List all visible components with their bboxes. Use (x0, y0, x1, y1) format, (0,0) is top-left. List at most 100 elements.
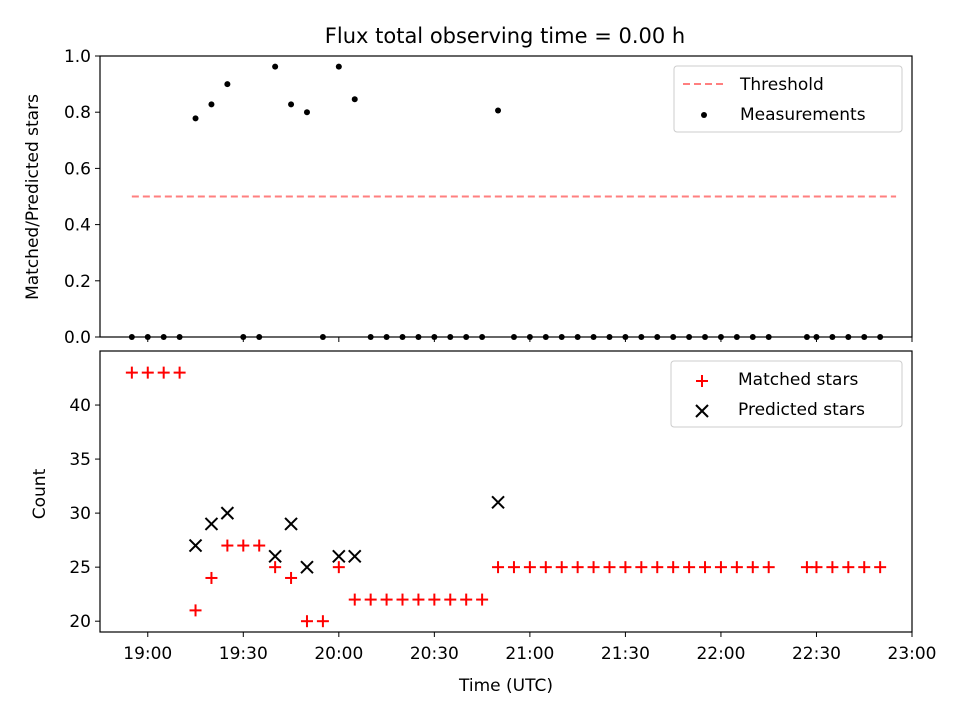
matched-star-point (364, 593, 377, 606)
bottom-y-tick-label: 40 (69, 396, 91, 416)
matched-legend-label: Matched stars (738, 370, 858, 390)
measurement-point (590, 334, 597, 340)
predicted-legend-swatch (695, 404, 709, 418)
matched-star-point (269, 561, 282, 574)
measurement-point (558, 334, 565, 340)
measurement-point (542, 334, 549, 340)
measurement-point (288, 101, 295, 108)
matched-star-point (826, 561, 839, 574)
measurement-point (670, 334, 677, 340)
x-tick-label: 21:30 (601, 644, 650, 664)
bottom-legend: Matched stars Predicted stars (670, 360, 903, 428)
bottom-legend-box (670, 360, 903, 428)
x-tick-label: 20:00 (314, 644, 363, 664)
matched-star-point (205, 571, 218, 584)
predicted-star-point (220, 506, 235, 520)
matched-star-point (253, 539, 266, 552)
measurements-legend-swatch (701, 112, 707, 118)
measurement-point (224, 81, 231, 88)
measurement-point (415, 334, 422, 340)
x-tick-label: 19:30 (219, 644, 268, 664)
top-y-tick-label: 0.2 (64, 272, 91, 292)
measurements-legend-label: Measurements (740, 105, 866, 125)
measurement-point (845, 334, 852, 340)
bottom-series (125, 366, 887, 628)
measurement-point (335, 63, 342, 70)
measurement-point (638, 334, 645, 340)
measurement-point (877, 334, 884, 340)
measurement-point (383, 334, 390, 340)
top-y-tick-label: 0.4 (64, 216, 91, 236)
matched-star-point (699, 561, 712, 574)
measurement-point (803, 334, 810, 340)
x-tick-label: 22:00 (696, 644, 745, 664)
measurement-point (495, 107, 502, 114)
top-legend-box (673, 65, 903, 133)
measurement-point (431, 334, 438, 340)
matched-star-point (141, 366, 154, 379)
bottom-panel: 20 25 30 35 40 19:00 19:30 20:00 20:30 21:00 21:3… (30, 350, 937, 696)
predicted-star-point (268, 549, 282, 564)
measurement-point (319, 334, 326, 340)
matched-star-point (444, 593, 457, 606)
measurement-point (240, 334, 247, 340)
matched-star-point (460, 593, 473, 606)
x-tick-label: 21:00 (505, 644, 554, 664)
measurement-point (717, 334, 724, 340)
matched-star-point (587, 561, 600, 574)
top-legend: Threshold Measurements (673, 65, 903, 133)
measurement-point (765, 334, 772, 340)
matched-star-point (125, 366, 138, 379)
matched-star-point (332, 561, 345, 574)
bottom-y-axis-label: Count (30, 468, 50, 519)
measurement-point (447, 334, 454, 340)
matched-star-point (714, 561, 727, 574)
matched-star-point (492, 561, 505, 574)
measurement-point (303, 109, 310, 116)
bottom-y-ticks: 20 25 30 35 40 (69, 396, 100, 632)
measurement-point (128, 334, 135, 340)
top-y-axis-label: Matched/Predicted stars (23, 94, 43, 300)
bottom-y-tick-label: 25 (69, 558, 91, 578)
matched-star-point (237, 539, 250, 552)
bottom-y-tick-label: 35 (69, 450, 91, 470)
x-tick-label: 23:00 (888, 644, 937, 664)
threshold-legend-label: Threshold (739, 75, 824, 95)
bottom-y-tick-label: 30 (69, 504, 91, 524)
measurement-point (686, 334, 693, 340)
measurement-point (829, 334, 836, 340)
measurement-point (256, 334, 263, 340)
matched-star-point (221, 539, 234, 552)
chart-title: Flux total observing time = 0.00 h (325, 24, 685, 48)
measurement-point (574, 334, 581, 340)
bottom-y-tick-label: 20 (69, 612, 91, 632)
matched-star-point (603, 561, 616, 574)
top-y-tick-label: 1.0 (64, 47, 91, 67)
measurement-point (192, 115, 199, 122)
matched-star-point (874, 561, 887, 574)
matched-star-point (476, 593, 489, 606)
matched-star-point (523, 561, 536, 574)
measurement-point (526, 334, 533, 340)
matched-star-point (412, 593, 425, 606)
x-axis-label: Time (UTC) (458, 676, 553, 696)
measurement-point (813, 334, 820, 340)
matched-star-point (683, 561, 696, 574)
matched-star-point (571, 561, 584, 574)
matched-star-point (189, 604, 202, 617)
measurement-point (367, 334, 374, 340)
matched-star-point (635, 561, 648, 574)
top-plot-frame (99, 55, 913, 338)
matched-star-point (810, 561, 823, 574)
matched-star-point (348, 593, 361, 606)
measurement-point (479, 334, 486, 340)
predicted-star-point (332, 549, 346, 564)
matched-star-point (300, 615, 313, 628)
matched-star-point (507, 561, 520, 574)
matched-star-point (667, 561, 680, 574)
predicted-star-point (188, 538, 203, 553)
matched-star-point (730, 561, 743, 574)
matched-star-point (285, 571, 298, 584)
measurement-point (144, 334, 151, 340)
